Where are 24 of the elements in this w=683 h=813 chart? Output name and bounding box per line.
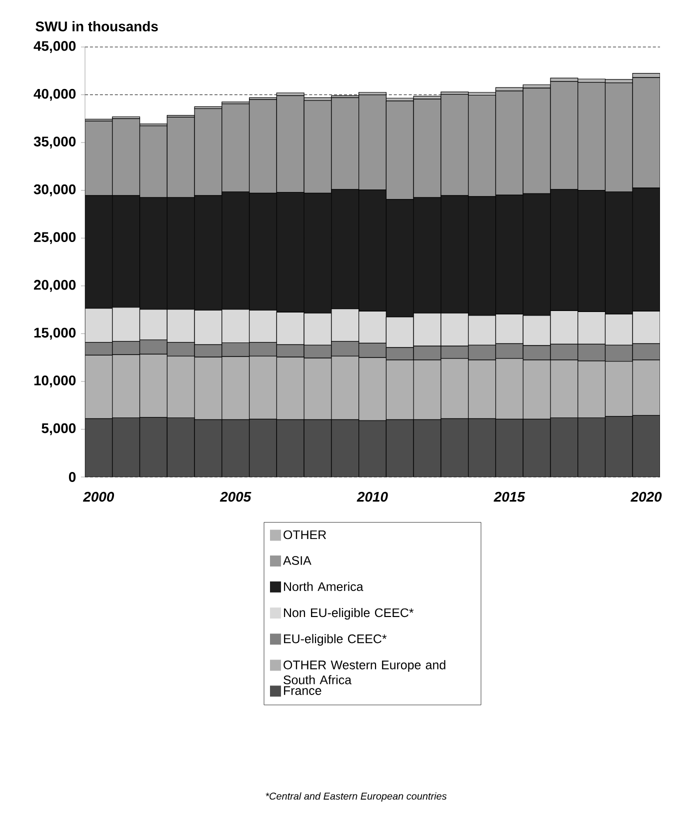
- y-tick-label: 5,000: [42, 423, 76, 436]
- text: *Central and Eastern European countries: [266, 792, 447, 802]
- legend-label: Non EU-eligible CEEC*: [284, 608, 414, 620]
- x-tick-label: 2020: [630, 492, 662, 502]
- y-tick-label: 35,000: [34, 136, 76, 148]
- x-tick-label: 2015: [494, 492, 526, 502]
- y-tick-label: 25,000: [34, 232, 76, 244]
- y-tick-label: 45,000: [34, 41, 76, 53]
- y-tick-label: 15,000: [34, 328, 76, 340]
- y-tick-label: 10,000: [34, 375, 76, 388]
- y-tick-label: 40,000: [34, 88, 76, 101]
- legend-label: OTHER: [284, 530, 326, 540]
- y-tick-label: 30,000: [34, 184, 76, 196]
- legend-label: ASIA: [283, 556, 312, 565]
- y-tick-label: 0: [68, 472, 76, 482]
- y-axis-title: SWU in thousands: [36, 21, 158, 32]
- legend-label: OTHER Western Europe and South Africa: [284, 660, 446, 684]
- x-tick-label: 2005: [220, 492, 252, 502]
- legend-label: North America: [284, 582, 364, 592]
- y-tick-label: 20,000: [34, 280, 76, 292]
- legend-label: France: [284, 686, 322, 695]
- x-tick-label: 2000: [82, 492, 114, 502]
- x-tick-label: 2010: [356, 492, 388, 502]
- legend-label: EU-eligible CEEC*: [284, 634, 387, 646]
